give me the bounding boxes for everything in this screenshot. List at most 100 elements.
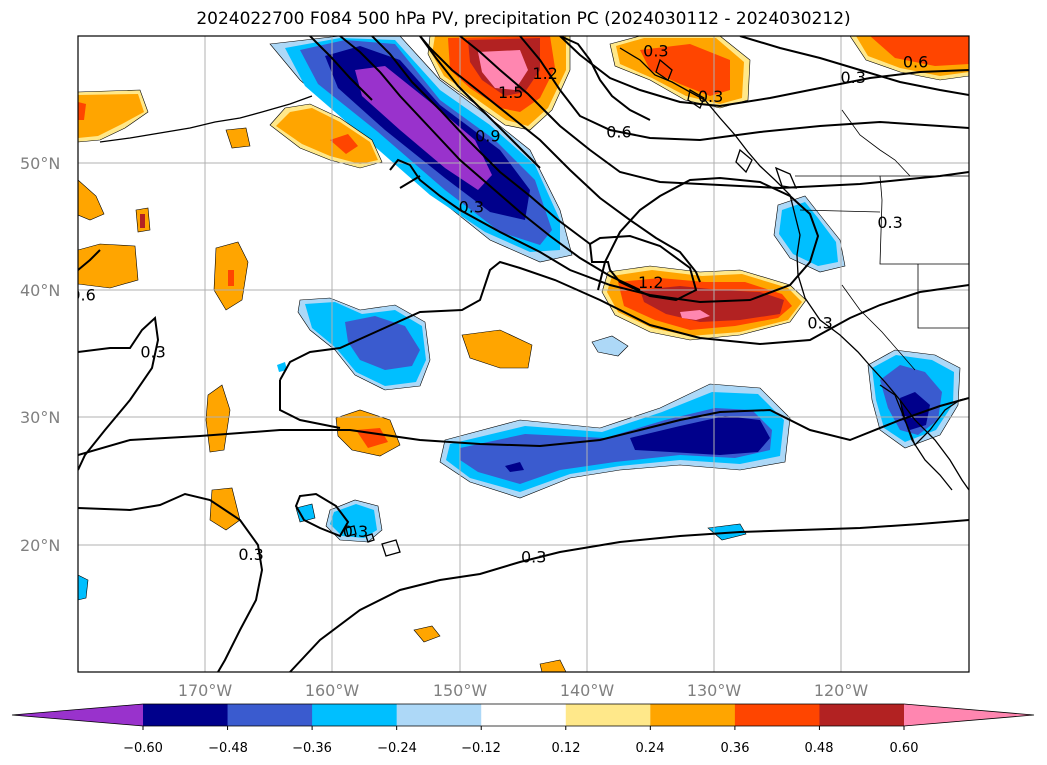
contour-label: 0.9: [475, 126, 500, 145]
contour-pv-core-3: [419, 36, 541, 169]
contour-label: 0.3: [521, 548, 546, 567]
negative-blob-small-1: [295, 503, 316, 523]
longitude-labels: 170°W 160°W 150°W 140°W 130°W 120°W: [178, 681, 869, 700]
colorbar-label-3: −0.36: [292, 741, 332, 756]
colorbar-box: [734, 704, 820, 726]
lon-label-130w: 130°W: [687, 681, 742, 700]
colorbar-box: [396, 704, 482, 726]
colorbar-box: [312, 704, 398, 726]
positive-blob-ne-pacific-pink: [680, 310, 710, 320]
lon-label-160w: 160°W: [305, 681, 360, 700]
colorbar-labels: −0.60 −0.48 −0.36 −0.24 −0.12 0.12 0.24 …: [123, 741, 918, 756]
contour-03-inner: [279, 380, 341, 429]
contour-label: 0.3: [643, 41, 668, 60]
contour-03-hawaii: [294, 492, 350, 538]
positive-blob-mid-2: [205, 384, 231, 453]
lon-label-150w: 150°W: [433, 681, 488, 700]
gridlines: [78, 36, 969, 672]
contour-gulf-loop: [559, 36, 651, 121]
contour-label: 0.3: [459, 198, 484, 217]
contour-label: 0.3: [877, 213, 902, 232]
contour-jet-1: [459, 36, 969, 190]
negative-blob-small-5: [277, 362, 287, 372]
negative-blob-baja-navy: [900, 392, 930, 430]
lat-label-20n: 20°N: [20, 536, 60, 555]
contour-label: 0.6: [70, 285, 95, 304]
positive-blob-se-alaska-red: [640, 44, 730, 96]
precip-shading: [78, 36, 969, 672]
contour-label: 0.3: [840, 68, 865, 87]
contour-loop-east: [588, 234, 698, 302]
colorbar-box: [481, 704, 567, 726]
positive-blob-west-red: [330, 134, 358, 154]
contour-label: 0.3: [140, 343, 165, 362]
contour-label: 1.5: [498, 83, 523, 102]
colorbar-box: [227, 704, 313, 726]
colorbar-label-10: 0.60: [890, 741, 919, 756]
lon-label-140w: 140°W: [560, 681, 615, 700]
lat-label-50n: 50°N: [20, 154, 60, 173]
positive-blob-left-1-red: [78, 102, 86, 120]
contour-03-loop: [279, 260, 969, 381]
colorbar-box: [819, 704, 905, 726]
contour-03-north: [389, 158, 820, 304]
positive-blob-top-right-red: [870, 36, 969, 66]
positive-blob-left-1-orange: [78, 94, 144, 138]
contour-label: 0.3: [238, 545, 263, 564]
colorbar-label-6: 0.12: [552, 741, 581, 756]
positive-blob-ne-pacific-darkred: [640, 286, 784, 322]
positive-blob-mid-5: [461, 329, 533, 369]
positive-blob-mid-6: [413, 625, 441, 643]
negative-spot-south-navy: [505, 462, 524, 472]
colorbar-label-5: −0.12: [461, 741, 501, 756]
colorbar-extend-low: [12, 704, 143, 726]
colorbar-label-4: −0.24: [377, 741, 417, 756]
latitude-labels: 50°N 40°N 30°N 20°N: [20, 154, 60, 555]
positive-blob-mid-1-red: [228, 270, 234, 286]
colorbar: [11, 703, 1035, 730]
colorbar-label-2: −0.48: [208, 741, 248, 756]
colorbar-extend-high: [904, 704, 1034, 726]
positive-blob-left-4-red: [140, 214, 145, 228]
map-area: 0.3 0.9 1.5 1.2 0.3 0.3 0.6 0.6 0.3 0.3 1.2 0.3 0.3 0…: [70, 36, 969, 672]
negative-blob-central-blue: [345, 316, 420, 370]
negative-blob-pnw-cyan: [779, 202, 838, 266]
contour-03-west: [78, 315, 160, 471]
contour-06: [399, 175, 421, 189]
colorbar-box: [650, 704, 736, 726]
contour-jet-4: [739, 36, 969, 96]
contour-label: 0.3: [698, 87, 723, 106]
contour-pv-core-1: [339, 36, 641, 291]
contour-big-ridge: [419, 36, 701, 283]
pv-contours: [78, 36, 969, 672]
positive-blob-mid-7: [539, 659, 567, 672]
contour-03-south: [78, 492, 264, 672]
negative-band-south-navy: [630, 416, 770, 455]
contour-label: 0.3: [807, 313, 832, 332]
contour-03-subtropical: [78, 397, 969, 456]
contour-pv-core-4: [309, 36, 373, 101]
contour-03-south-2: [289, 519, 969, 672]
colorbar-label-7: 0.24: [636, 741, 665, 756]
positive-blob-west-orange: [276, 108, 378, 164]
coastlines: [99, 47, 969, 557]
negative-blob-small-4: [78, 574, 89, 601]
colorbar-label-8: 0.36: [721, 741, 750, 756]
map-frame: [77, 35, 970, 673]
contour-label: 0.6: [903, 53, 928, 72]
positive-blob-left-3: [78, 243, 139, 289]
contour-label: 0.6: [606, 123, 631, 142]
contour-label: 1.2: [532, 64, 557, 83]
contour-03-west-2: [78, 249, 101, 271]
colorbar-box: [143, 704, 229, 726]
contour-jet-2: [519, 36, 969, 142]
lat-label-30n: 30°N: [20, 408, 60, 427]
lon-label-170w: 170°W: [178, 681, 233, 700]
colorbar-label-1: −0.60: [123, 741, 163, 756]
contour-pv-core-2: [371, 36, 591, 245]
contour-jet-3: [559, 36, 969, 108]
negative-blob-small-3: [591, 335, 629, 357]
colorbar-box: [565, 704, 651, 726]
lon-label-120w: 120°W: [814, 681, 869, 700]
